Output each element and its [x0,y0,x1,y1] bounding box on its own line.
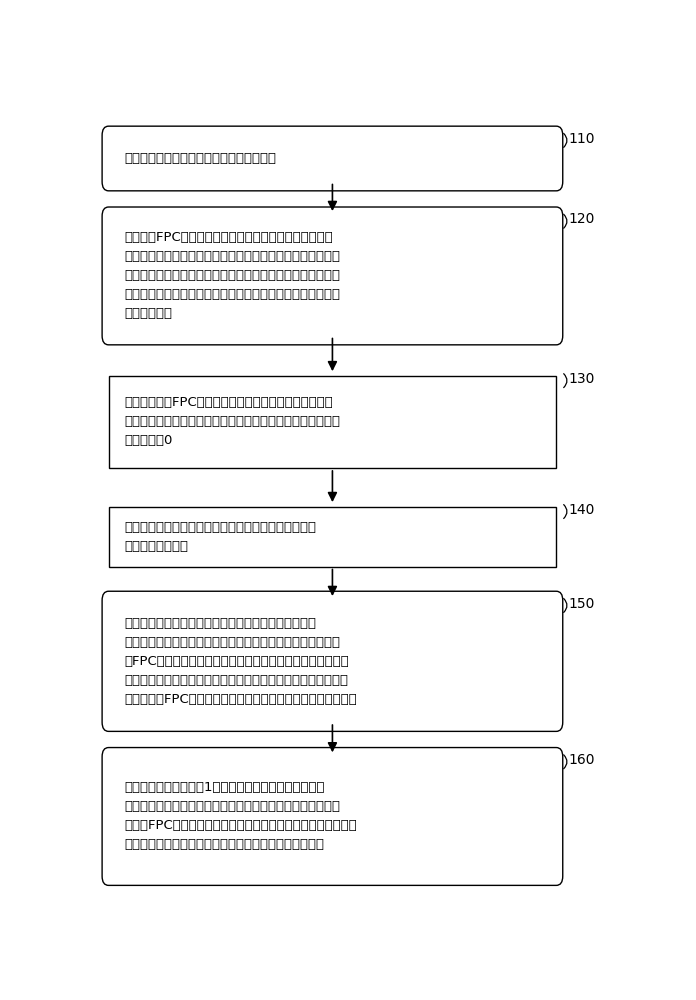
FancyBboxPatch shape [102,126,563,191]
Text: 在所述主轴电机的每一个转动周期内，实时检测所述主
轴电机的转动角度: 在所述主轴电机的每一个转动周期内，实时检测所述主 轴电机的转动角度 [125,521,317,553]
FancyBboxPatch shape [109,376,556,468]
Text: 150: 150 [568,597,594,611]
Text: 160: 160 [568,753,594,767]
FancyBboxPatch shape [102,207,563,345]
Text: 140: 140 [568,503,594,517]
Text: 130: 130 [568,372,594,386]
Text: 将所述插针数量变量加1，判断所述插针数量变量是否等
于预先设定的所述主轴电机的转动周期数；若判断为是，则判
断一个FPC连接器插针结束；若判断为否，则控制所述主: 将所述插针数量变量加1，判断所述插针数量变量是否等 于预先设定的所述主轴电机的转… [125,781,358,851]
Text: 根据一个FPC连接器待插针个数预先设定所述主轴电机的
转动周期数，并在所述主轴电机的转动周期内，预先设定控制
所述拨料电机动作对应的第一角度范围和控制所述步进电: 根据一个FPC连接器待插针个数预先设定所述主轴电机的 转动周期数，并在所述主轴电… [125,231,341,320]
Text: 当一个待插针FPC连接器送到待插针位置后，控制所述主
轴电机启动转动，并设置一插针数量变量，所述插针数量变量
的初始值为0: 当一个待插针FPC连接器送到待插针位置后，控制所述主 轴电机启动转动，并设置一插… [125,396,341,447]
FancyBboxPatch shape [102,591,563,731]
FancyBboxPatch shape [109,507,556,567]
Text: 110: 110 [568,132,594,146]
Text: 当检测到所述主轴电机的转动角度到达所述第一角度范
围时，控制所述拨料电机从插针料带中取下一个插针，对应所
述FPC连接器上的一个待插针位置完成一个插针；当检测到: 当检测到所述主轴电机的转动角度到达所述第一角度范 围时，控制所述拨料电机从插针料… [125,617,358,706]
FancyBboxPatch shape [102,748,563,885]
Text: 120: 120 [568,212,594,226]
Text: 设置一主轴电机、一拨料电机和一步进电机: 设置一主轴电机、一拨料电机和一步进电机 [125,152,277,165]
